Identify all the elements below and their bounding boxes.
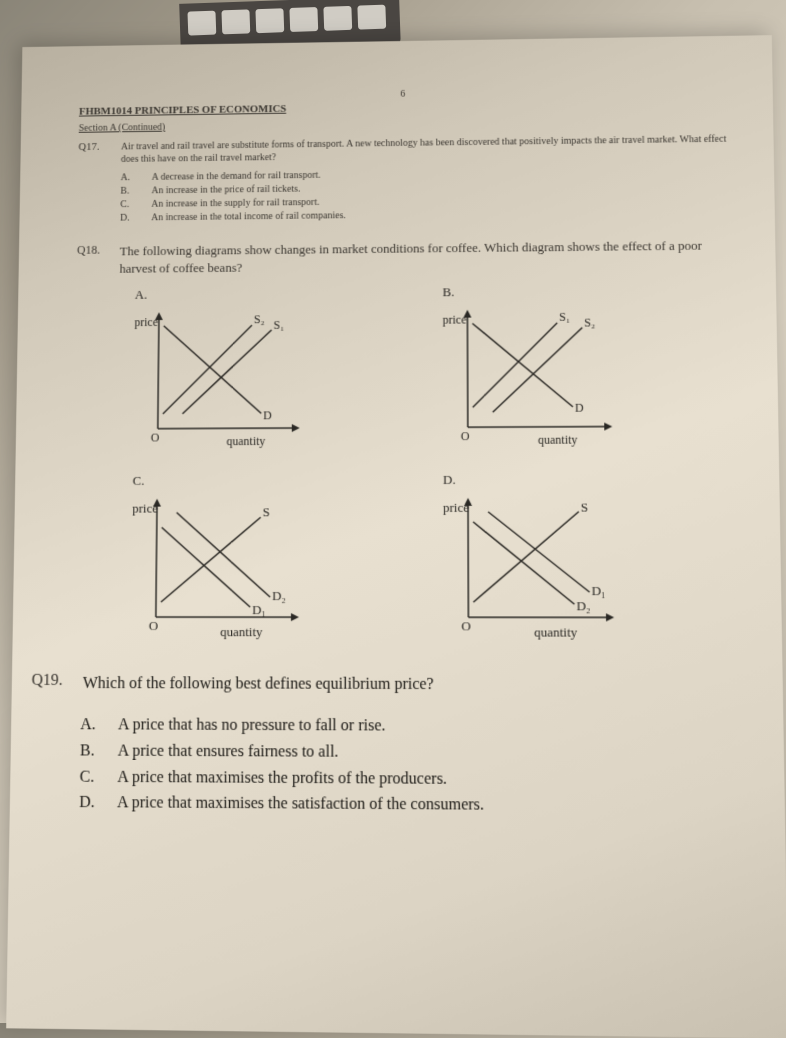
chart-c: price O quantity S D₁ D₂ xyxy=(131,493,330,643)
q18-diagrams: A. price O quantity D S₁ xyxy=(131,282,721,643)
svg-text:D₂: D₂ xyxy=(576,599,590,613)
calc-key xyxy=(221,9,250,34)
opt-letter: D. xyxy=(79,790,97,816)
opt-letter: D. xyxy=(120,212,138,226)
svg-text:D₁: D₁ xyxy=(592,584,606,598)
opt-letter: A. xyxy=(80,713,98,739)
svg-text:price: price xyxy=(443,313,467,327)
q17-number: Q17. xyxy=(78,141,109,166)
q19-number: Q19. xyxy=(31,672,71,696)
diagram-a: A. price O quantity D S₁ xyxy=(133,285,403,454)
svg-text:S₁: S₁ xyxy=(559,310,570,324)
diagram-b-label: B. xyxy=(443,282,716,300)
svg-text:quantity: quantity xyxy=(534,626,578,640)
calc-key xyxy=(357,5,386,30)
q17-text: Air travel and rail travel are substitut… xyxy=(121,133,734,166)
opt-letter: C. xyxy=(79,764,97,790)
axis-x-label: quantity xyxy=(226,434,265,448)
diagram-c-label: C. xyxy=(133,473,403,490)
svg-text:quantity: quantity xyxy=(220,625,263,639)
calc-key xyxy=(255,8,284,33)
opt-letter: B. xyxy=(120,185,138,199)
svg-text:D₂: D₂ xyxy=(272,589,286,603)
diagram-c: C. price O quantity S D₁ xyxy=(131,473,403,643)
q19-opt-a: A price that has no pressure to fall or … xyxy=(118,713,386,740)
chart-b: price O quantity D S₁ S₂ xyxy=(443,303,644,453)
svg-text:quantity: quantity xyxy=(538,433,578,447)
calc-key xyxy=(323,6,352,31)
q19-opt-b: A price that ensures fairness to all. xyxy=(118,738,339,765)
svg-text:S: S xyxy=(581,501,588,515)
svg-text:price: price xyxy=(443,501,469,515)
calc-key xyxy=(289,7,318,32)
question-18: Q18. The following diagrams show changes… xyxy=(72,237,741,644)
calc-key xyxy=(187,11,216,36)
diagram-b: B. price O quantity D S₁ xyxy=(443,282,718,452)
svg-text:D₁: D₁ xyxy=(252,603,266,617)
chart-d: price O quantity S D₁ D₂ xyxy=(443,492,646,643)
q19-text: Which of the following best defines equi… xyxy=(83,672,434,697)
svg-text:O: O xyxy=(149,619,158,633)
q17-options: A.A decrease in the demand for rail tran… xyxy=(120,164,735,225)
diagram-d: D. price O quantity S D₁ xyxy=(443,471,721,643)
chart-a: price O quantity D S₁ S₂ xyxy=(133,305,331,453)
exam-paper: 6 FHBM1014 PRINCIPLES OF ECONOMICS Secti… xyxy=(6,35,786,1038)
svg-text:S₂: S₂ xyxy=(584,316,595,330)
q18-number: Q18. xyxy=(77,243,109,278)
opt-letter: A. xyxy=(121,171,139,185)
section-label: Section A (Continued) xyxy=(79,114,733,133)
question-19: Q19. Which of the following best defines… xyxy=(29,672,743,820)
svg-text:S₂: S₂ xyxy=(254,313,265,327)
q19-options: A. A price that has no pressure to fall o… xyxy=(79,713,744,821)
diagram-a-label: A. xyxy=(135,285,403,303)
opt-letter: C. xyxy=(120,198,138,212)
q18-text: The following diagrams show changes in m… xyxy=(119,237,735,278)
svg-text:O: O xyxy=(461,619,471,633)
question-17: Q17. Air travel and rail travel are subs… xyxy=(77,133,734,226)
svg-text:price: price xyxy=(132,502,158,516)
diagram-d-label: D. xyxy=(443,471,718,488)
q19-opt-c: A price that maximises the profits of th… xyxy=(117,764,447,792)
opt-letter: B. xyxy=(80,738,98,764)
origin-label: O xyxy=(151,431,160,445)
axis-y-label: price xyxy=(134,315,158,329)
svg-text:D: D xyxy=(575,401,584,415)
q19-opt-d: A price that maximises the satisfaction … xyxy=(117,790,484,818)
svg-text:S₁: S₁ xyxy=(274,318,285,332)
q17-opt-d: An increase in the total income of rail … xyxy=(151,209,346,225)
svg-text:D: D xyxy=(263,409,272,423)
svg-text:S: S xyxy=(263,506,270,520)
svg-text:O: O xyxy=(461,429,470,443)
